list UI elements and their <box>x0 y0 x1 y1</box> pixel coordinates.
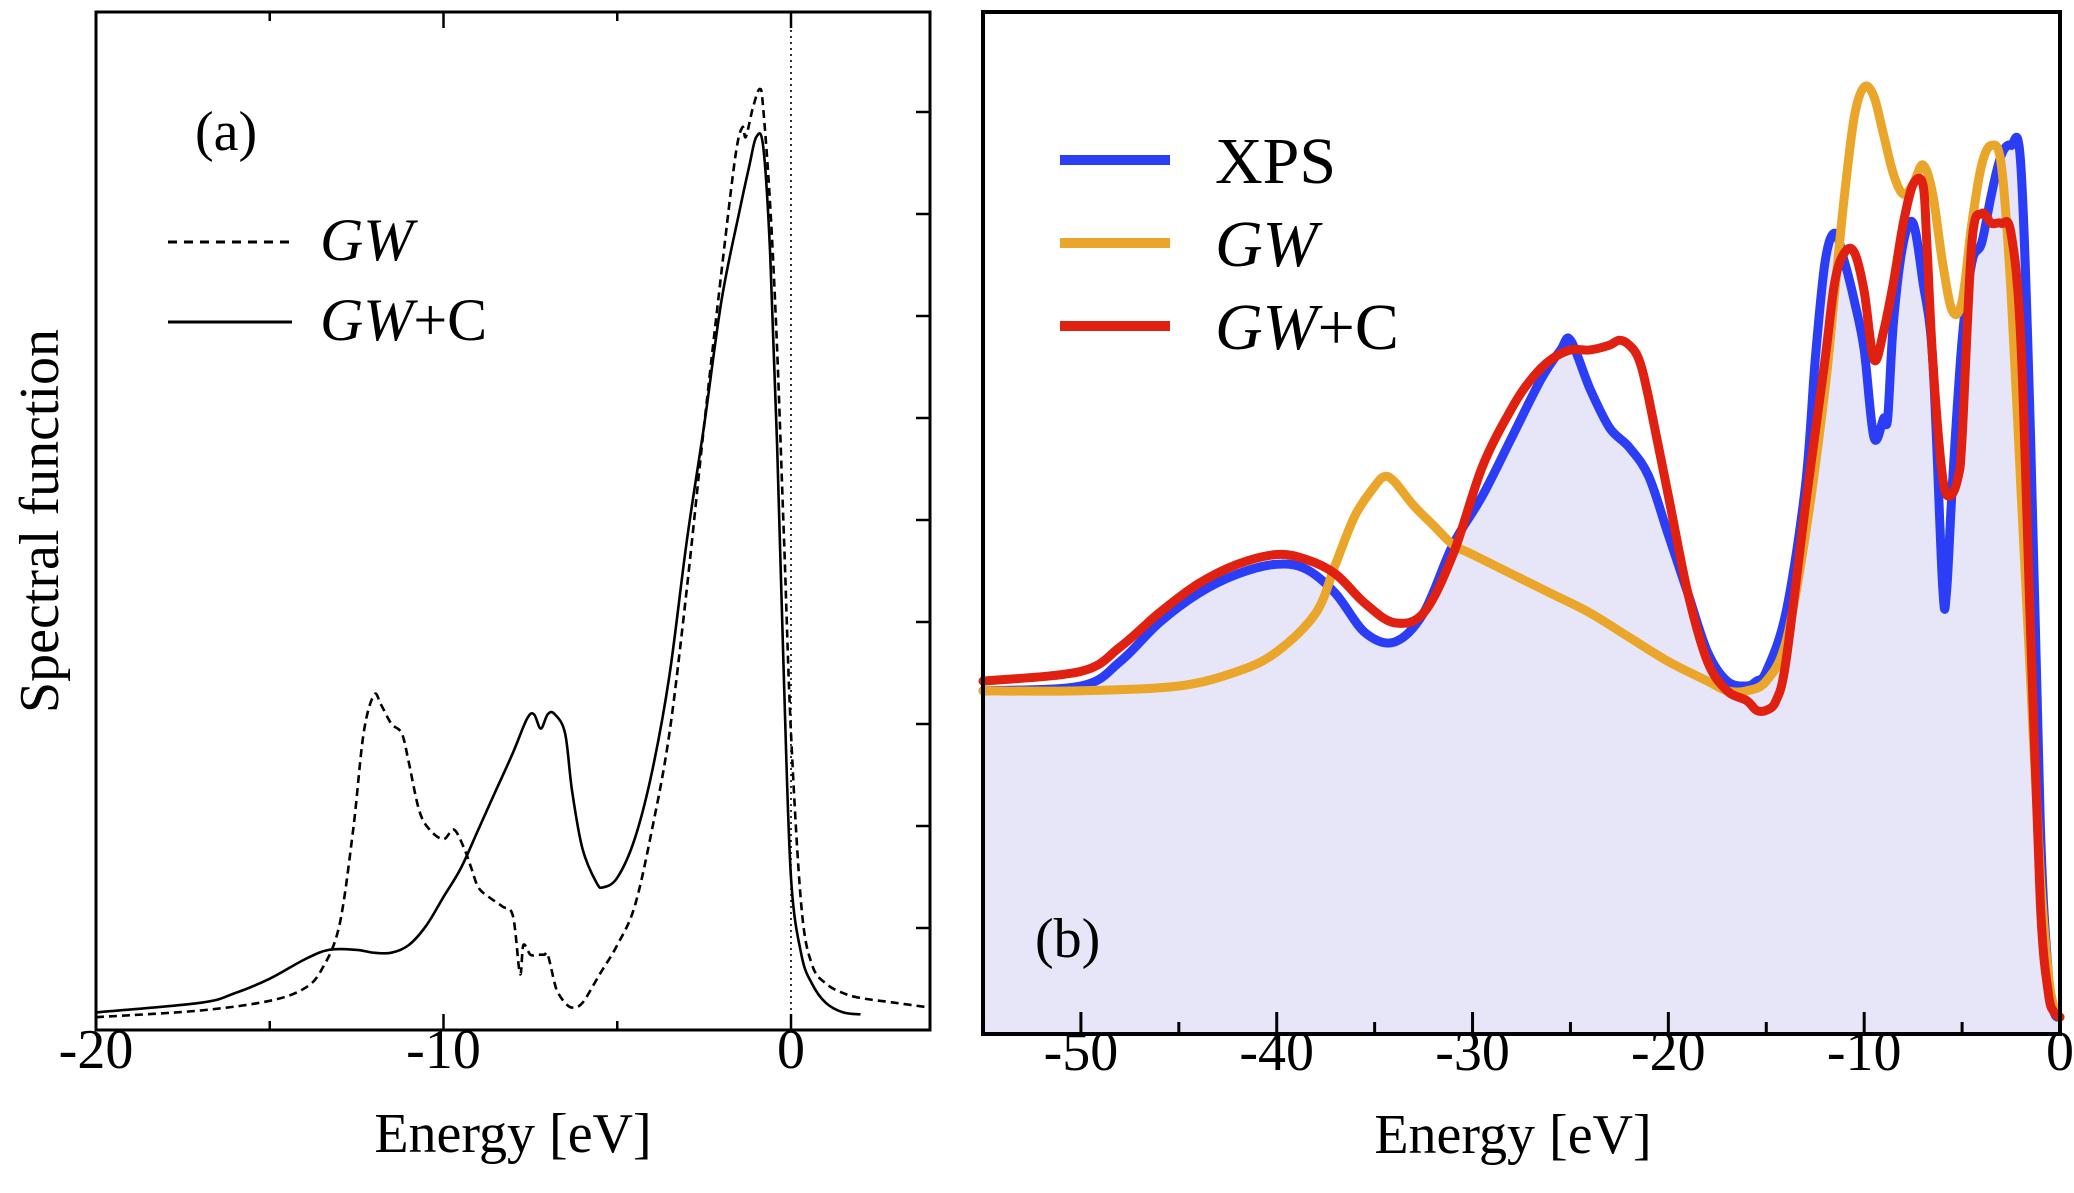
panel-b-x-tick-label: -20 <box>1631 1021 1706 1083</box>
panel-a-series-gw <box>95 87 931 1019</box>
panel-a-xlabel: Energy [eV] <box>374 1103 651 1165</box>
panel-a-x-tick-label: -10 <box>406 1019 481 1081</box>
panel-a-x-tick-label: 0 <box>777 1019 805 1081</box>
panel-b-x-tick-label: -30 <box>1435 1021 1510 1083</box>
panel-b-x-tick-label: -50 <box>1044 1021 1119 1083</box>
panel-a-label: (a) <box>195 101 257 163</box>
panel-b-x-tick-label: 0 <box>2046 1021 2074 1083</box>
panel-a-series-gw-c <box>95 132 861 1016</box>
panel-a-x-tick-label: -20 <box>59 1019 134 1081</box>
panel-a: (a) GW GW+C -20 -10 0 Energy [eV] Spectral… <box>9 10 932 1165</box>
panel-a-frame <box>94 10 932 1032</box>
panel-a-ticks <box>94 12 930 1030</box>
legend-b-xps-label: XPS <box>1215 125 1336 198</box>
legend-b-gwc-label: GW+C <box>1215 291 1399 364</box>
panel-b-label: (b) <box>1035 908 1100 970</box>
panel-a-x-tick-labels: -20 -10 0 <box>59 1019 805 1081</box>
panel-b-xps-fill <box>983 137 2060 1035</box>
legend-a-gw-label: GW <box>320 207 418 273</box>
panel-a-series <box>95 87 931 1019</box>
panel-a-legend: GW GW+C <box>168 207 487 353</box>
panel-b: XPS GW GW+C (b) -50 -40 -30 -20 -10 0 Energy … <box>978 10 2074 1166</box>
panel-b-x-tick-labels: -50 -40 -30 -20 -10 0 <box>1044 1021 2074 1083</box>
panel-b-series-gw-c <box>978 173 2065 1022</box>
panel-b-series <box>978 81 2065 1022</box>
panel-b-legend: XPS GW GW+C <box>1060 125 1399 364</box>
panel-b-xlabel: Energy [eV] <box>1374 1104 1651 1166</box>
panel-a-ylabel: Spectral function <box>9 329 71 713</box>
legend-b-gw-label: GW <box>1215 208 1323 281</box>
legend-a-gwc-label: GW+C <box>320 287 487 353</box>
panel-b-x-tick-label: -40 <box>1239 1021 1314 1083</box>
panel-b-x-tick-label: -10 <box>1827 1021 1902 1083</box>
panel-b-frame <box>981 10 2062 1036</box>
